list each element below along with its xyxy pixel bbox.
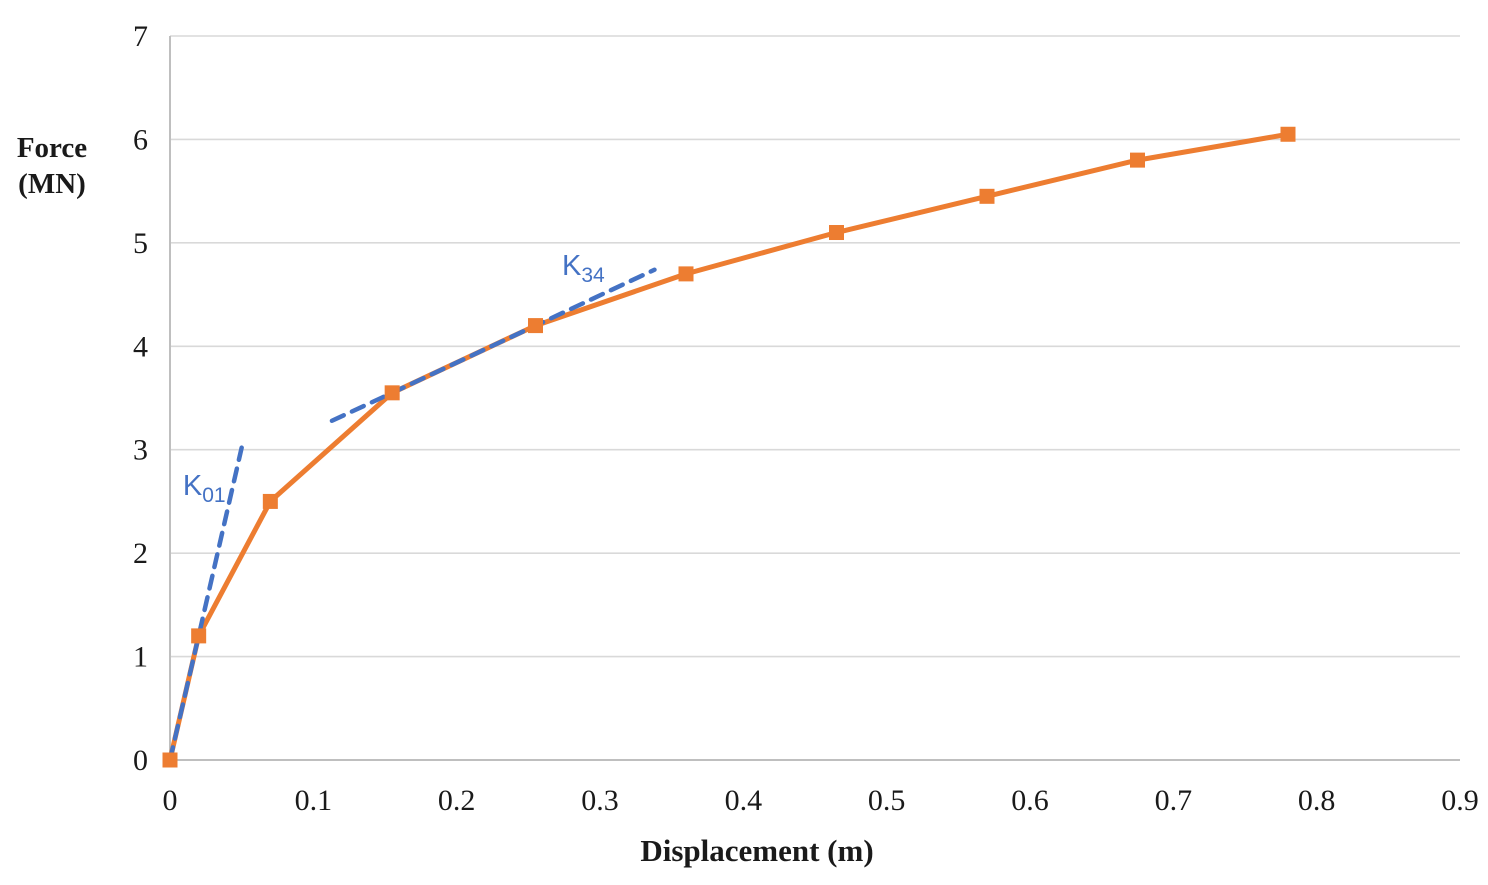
data-point-marker: [1130, 152, 1145, 168]
data-point-marker: [979, 188, 995, 204]
stiffness-label-K01: K01: [183, 470, 226, 507]
y-tick-label: 2: [133, 537, 148, 570]
data-point-marker: [384, 385, 400, 401]
y-tick-label: 7: [133, 20, 148, 53]
y-tick-label: 6: [133, 123, 148, 156]
data-point-marker: [191, 628, 207, 644]
y-tick-label: 1: [133, 641, 148, 674]
x-tick-label: 0.9: [1441, 784, 1479, 817]
y-axis-title: Force (MN): [4, 130, 100, 202]
x-tick-label: 0.4: [725, 784, 763, 817]
x-axis-title: Displacement (m): [640, 833, 874, 868]
tangent-stiffness-line-path: [329, 267, 657, 424]
x-tick-label: 0.2: [438, 784, 476, 817]
y-tick-label: 0: [133, 744, 148, 777]
x-tick-label: 0.7: [1155, 784, 1193, 817]
data-point-marker: [1280, 126, 1296, 142]
stiffness-label-K34: K34: [562, 250, 605, 287]
initial-stiffness-line-path: [167, 445, 244, 763]
x-tick-label: 0.8: [1298, 784, 1336, 817]
data-point-marker: [262, 493, 278, 509]
data-point-marker: [162, 752, 178, 768]
data-point-marker: [678, 266, 694, 282]
x-tick-label: 0.6: [1011, 784, 1049, 817]
x-tick-label: 0.5: [868, 784, 906, 817]
y-tick-label: 3: [133, 434, 148, 467]
y-tick-label: 4: [133, 330, 148, 363]
x-tick-label: 0.1: [295, 784, 333, 817]
data-point-marker: [528, 318, 543, 334]
y-axis-title-line2: (MN): [18, 168, 86, 200]
force-displacement-curve-path: [167, 131, 1291, 763]
x-tick-label: 0: [163, 784, 178, 817]
x-tick-label: 0.3: [581, 784, 619, 817]
y-tick-label: 5: [133, 227, 148, 260]
data-point-marker: [829, 225, 844, 241]
y-axis-title-line1: Force: [16, 132, 88, 164]
